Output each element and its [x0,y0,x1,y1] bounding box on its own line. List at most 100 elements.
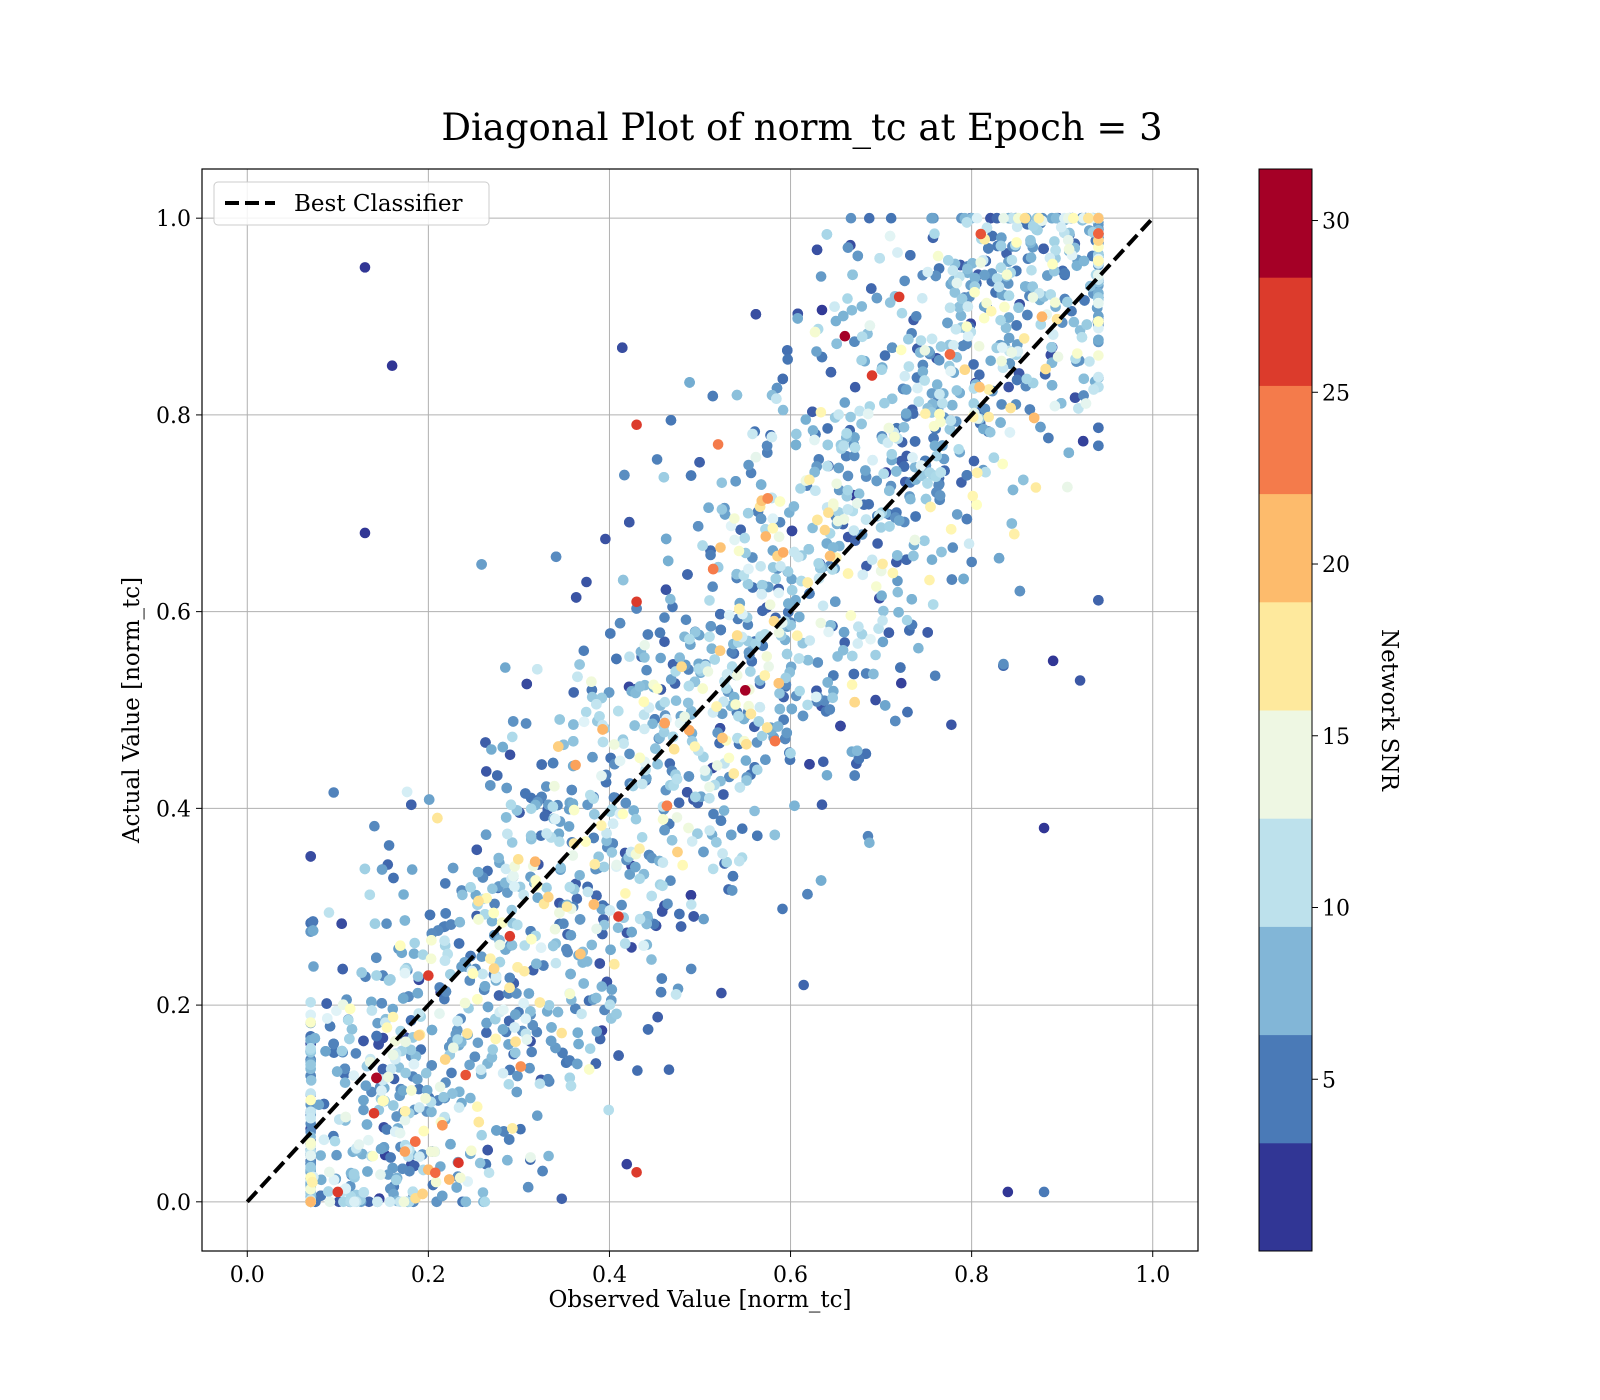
scatter-point [901,384,912,395]
scatter-point [565,1080,577,1092]
x-tick-label: 0.2 [411,1263,446,1288]
scatter-point [910,511,921,522]
scatter-point [598,861,610,873]
scatter-point [1006,347,1018,358]
scatter-point [810,691,822,703]
scatter-point [835,720,846,732]
scatter-point [726,646,738,658]
scatter-point [591,890,602,901]
scatter-point [582,886,594,898]
scatter-point [823,626,834,638]
scatter-point [753,716,765,727]
scatter-point [688,911,699,922]
scatter-point [417,949,429,960]
scatter-point [581,956,593,967]
scatter-point [624,869,635,880]
scatter-point [962,301,974,312]
scatter-point [634,843,645,854]
scatter-point [665,875,676,886]
x-tick-label: 0.6 [773,1263,808,1288]
scatter-point [802,577,813,588]
scatter-point [803,544,815,555]
scatter-point [1003,332,1015,344]
scatter-point [1027,292,1039,303]
scatter-point [572,1058,583,1070]
scatter-point [903,333,914,345]
scatter-point [877,615,888,626]
scatter-point [519,940,530,951]
scatter-point [366,996,377,1008]
scatter-point [451,1182,463,1193]
scatter-point [1093,255,1104,267]
scatter-point [486,1052,498,1063]
x-axis-ticks: 0.0 0.2 0.4 0.6 0.8 1.0 [230,1251,1170,1288]
scatter-point [728,768,740,779]
scatter-point [887,567,899,579]
scatter-point [944,302,956,314]
scatter-point [842,504,854,515]
scatter-point [409,937,421,949]
scatter-point [503,1134,515,1145]
scatter-point [597,736,609,748]
scatter-point [362,1166,373,1177]
scatter-point [704,781,715,793]
scatter-point [684,633,695,645]
scatter-point [971,499,982,511]
scatter-point [948,340,959,351]
scatter-point [654,627,666,638]
scatter-point [1024,404,1036,415]
scatter-point [833,409,844,420]
scatter-point [515,1061,527,1072]
scatter-point [660,584,672,595]
scatter-point [755,479,767,490]
scatter-point [716,504,728,515]
scatter-point [591,1026,603,1037]
scatter-point [432,812,443,824]
scatter-point [911,311,922,322]
scatter-point [971,212,983,224]
scatter-point [513,854,524,865]
scatter-point [614,617,626,629]
scatter-point [1083,212,1094,224]
scatter-point [459,997,471,1009]
scatter-point [953,444,964,455]
scatter-point [1003,312,1015,323]
scatter-point [793,551,804,563]
scatter-point [794,611,805,623]
scatter-point [689,741,701,752]
scatter-point [876,590,887,601]
scatter-point [467,968,479,979]
scatter-point [1033,212,1045,224]
scatter-point [506,940,518,951]
scatter-point [509,1022,520,1033]
scatter-point [968,455,980,467]
scatter-point [646,890,657,902]
scatter-point [588,832,599,844]
scatter-point [924,574,935,586]
scatter-point [504,982,515,994]
scatter-point [571,893,583,905]
scatter-point [892,247,903,258]
scatter-point [795,483,806,494]
scatter-point [1006,254,1018,266]
scatter-point [1073,403,1084,414]
colorbar-tick-label: 20 [1322,553,1350,578]
scatter-point [659,636,670,648]
scatter-point [775,561,786,572]
scatter-point [486,744,497,755]
scatter-point [783,598,794,609]
scatter-point [683,680,695,692]
scatter-point [877,558,888,570]
scatter-point [849,336,860,348]
scatter-point [566,784,578,796]
scatter-point [624,748,635,760]
scatter-point [883,422,895,434]
scatter-point [537,1165,548,1177]
scatter-point [958,573,969,585]
scatter-point [585,789,596,801]
scatter-point [730,699,741,710]
scatter-point [503,1079,515,1090]
scatter-point [973,341,985,352]
scatter-point [734,855,745,867]
scatter-point [886,342,898,354]
